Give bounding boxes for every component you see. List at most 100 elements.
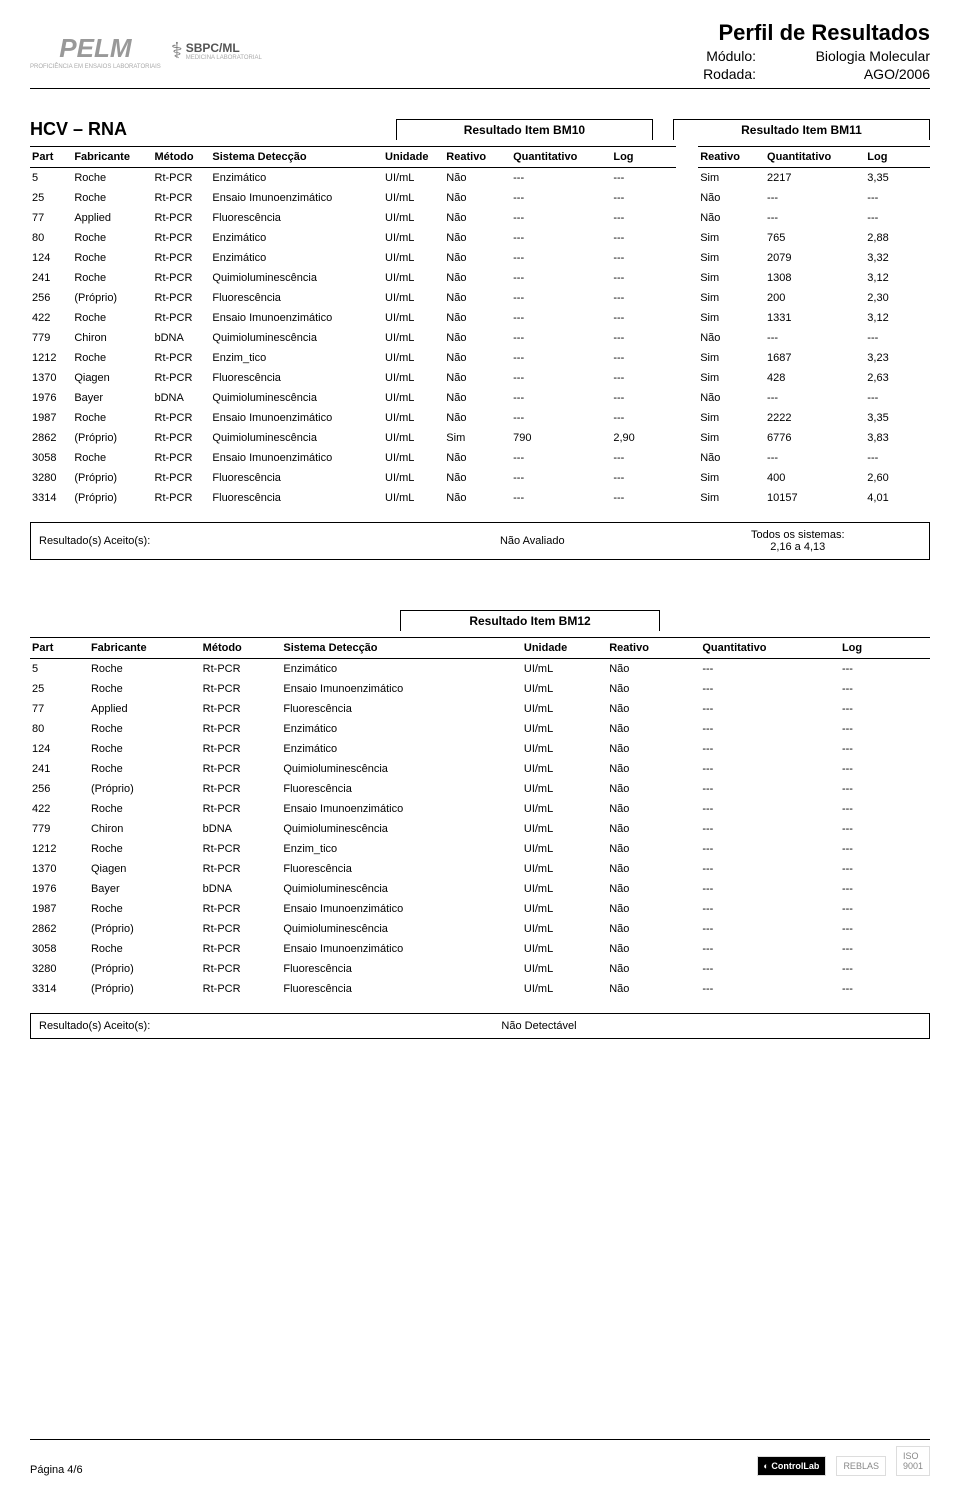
cell-log: ---	[840, 939, 930, 959]
cell-qua: ---	[700, 939, 840, 959]
cell-part: 241	[30, 759, 89, 779]
cell-met: Rt-PCR	[153, 168, 211, 189]
cell-uni: UI/mL	[522, 859, 607, 879]
cell-fab: Roche	[72, 348, 152, 368]
cell-b-rea: Sim	[698, 348, 765, 368]
cell-met: bDNA	[201, 879, 282, 899]
cell-met: Rt-PCR	[153, 228, 211, 248]
cell-part: 1987	[30, 408, 72, 428]
footer-page: Página 4/6	[30, 1464, 83, 1476]
cell-uni: UI/mL	[383, 308, 444, 328]
cell-uni: UI/mL	[522, 779, 607, 799]
cell-b-log: 3,35	[865, 408, 930, 428]
cell-uni: UI/mL	[383, 268, 444, 288]
cell-uni: UI/mL	[383, 428, 444, 448]
cell-a-rea: Não	[444, 168, 511, 189]
cell-a-log: ---	[611, 348, 676, 368]
cell-b-log: ---	[865, 388, 930, 408]
cell-sis: Enzimático	[210, 228, 383, 248]
cell-a-rea: Não	[444, 208, 511, 228]
cell-b-rea: Sim	[698, 468, 765, 488]
cell-qua: ---	[700, 879, 840, 899]
cell-b-rea: Não	[698, 448, 765, 468]
cell-a-log: ---	[611, 308, 676, 328]
cell-rea: Não	[607, 839, 700, 859]
cell-part: 3280	[30, 959, 89, 979]
cell-fab: Bayer	[89, 879, 201, 899]
cell-qua: ---	[700, 839, 840, 859]
cell-sis: Quimioluminescência	[210, 268, 383, 288]
cell-met: bDNA	[153, 388, 211, 408]
module-value: Biologia Molecular	[780, 48, 930, 64]
cell-a-log: ---	[611, 408, 676, 428]
table-row: 3058RocheRt-PCREnsaio ImunoenzimáticoUI/…	[30, 939, 930, 959]
cell-a-qua: ---	[511, 468, 611, 488]
col2-log: Log	[840, 638, 930, 659]
table-row: 256(Próprio)Rt-PCRFluorescênciaUI/mLNão-…	[30, 288, 930, 308]
cell-a-rea: Não	[444, 248, 511, 268]
cell-sis: Ensaio Imunoenzimático	[210, 188, 383, 208]
cell-met: Rt-PCR	[201, 679, 282, 699]
cell-fab: Roche	[72, 188, 152, 208]
cell-part: 3314	[30, 979, 89, 999]
cell-qua: ---	[700, 759, 840, 779]
cell-b-qua: 400	[765, 468, 865, 488]
cell-qua: ---	[700, 979, 840, 999]
cell-part: 241	[30, 268, 72, 288]
cell-sis: Fluorescência	[281, 959, 522, 979]
table-row: 1987RocheRt-PCREnsaio ImunoenzimáticoUI/…	[30, 408, 930, 428]
col-reativo-a: Reativo	[444, 147, 511, 168]
cell-a-log: ---	[611, 288, 676, 308]
cell-sis: Quimioluminescência	[281, 759, 522, 779]
cell-log: ---	[840, 859, 930, 879]
cell-b-log: ---	[865, 188, 930, 208]
cell-met: Rt-PCR	[201, 839, 282, 859]
cell-met: Rt-PCR	[153, 468, 211, 488]
col-gap	[676, 147, 698, 168]
cell-b-rea: Sim	[698, 488, 765, 508]
cell-uni: UI/mL	[522, 799, 607, 819]
cell-sis: Fluorescência	[210, 468, 383, 488]
cell-sis: Quimioluminescência	[281, 879, 522, 899]
table-row: 77AppliedRt-PCRFluorescênciaUI/mLNão----…	[30, 699, 930, 719]
cell-a-rea: Não	[444, 308, 511, 328]
cell-fab: Roche	[72, 268, 152, 288]
cell-sis: Fluorescência	[281, 979, 522, 999]
cell-fab: Roche	[72, 228, 152, 248]
cell-a-log: ---	[611, 488, 676, 508]
cell-gap	[676, 408, 698, 428]
col-fabricante: Fabricante	[72, 147, 152, 168]
cell-fab: Qiagen	[72, 368, 152, 388]
cell-b-log: ---	[865, 208, 930, 228]
cell-rea: Não	[607, 719, 700, 739]
cell-b-qua: 6776	[765, 428, 865, 448]
table-section2: Part Fabricante Método Sistema Detecção …	[30, 637, 930, 999]
cell-a-rea: Não	[444, 488, 511, 508]
table-row: 3280(Próprio)Rt-PCRFluorescênciaUI/mLNão…	[30, 468, 930, 488]
cell-part: 779	[30, 328, 72, 348]
cell-uni: UI/mL	[383, 468, 444, 488]
cell-fab: (Próprio)	[89, 779, 201, 799]
cell-met: Rt-PCR	[153, 428, 211, 448]
cell-met: Rt-PCR	[201, 739, 282, 759]
cell-b-qua: ---	[765, 448, 865, 468]
col-log-a: Log	[611, 147, 676, 168]
cell-fab: Roche	[72, 448, 152, 468]
table-row: 2862(Próprio)Rt-PCRQuimioluminescênciaUI…	[30, 919, 930, 939]
cell-b-log: 4,01	[865, 488, 930, 508]
cell-uni: UI/mL	[522, 879, 607, 899]
col-sistema: Sistema Detecção	[210, 147, 383, 168]
table-row: 1987RocheRt-PCREnsaio ImunoenzimáticoUI/…	[30, 899, 930, 919]
cell-sis: Fluorescência	[210, 208, 383, 228]
page-header: PELM PROFICIÊNCIA EM ENSAIOS LABORATORIA…	[30, 20, 930, 89]
cell-met: Rt-PCR	[153, 408, 211, 428]
cell-gap	[676, 428, 698, 448]
cell-uni: UI/mL	[522, 739, 607, 759]
cell-sis: Enzimático	[281, 659, 522, 680]
table-row: 80RocheRt-PCREnzimáticoUI/mLNão------Sim…	[30, 228, 930, 248]
cell-part: 1212	[30, 348, 72, 368]
cell-met: Rt-PCR	[153, 448, 211, 468]
cell-part: 80	[30, 228, 72, 248]
cell-qua: ---	[700, 859, 840, 879]
cell-b-log: ---	[865, 448, 930, 468]
